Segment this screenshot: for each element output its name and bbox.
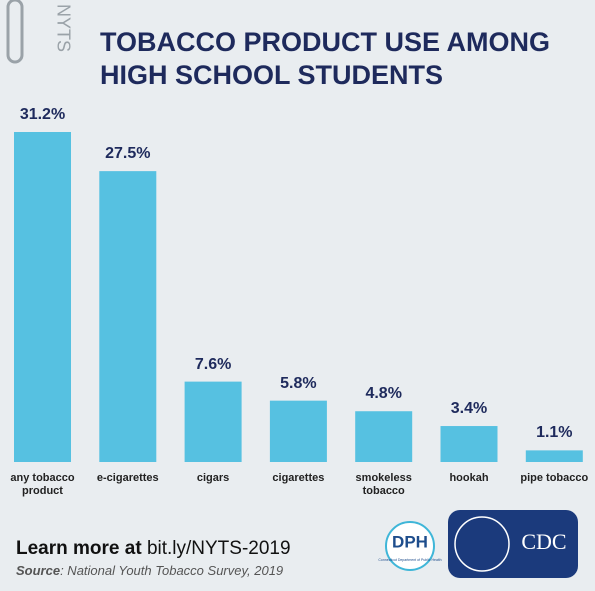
value-label: 1.1% bbox=[536, 424, 573, 442]
x-tick-label: cigars bbox=[196, 472, 230, 484]
x-tick-label: hookah bbox=[449, 472, 489, 484]
bar bbox=[355, 411, 413, 462]
value-label: 4.8% bbox=[365, 385, 402, 403]
x-tick-label: cigarettes bbox=[272, 472, 325, 484]
dph-name: Connecticut Department of Public Health bbox=[378, 558, 441, 562]
source-text: : National Youth Tobacco Survey, 2019 bbox=[60, 563, 284, 578]
source-label: Source bbox=[16, 563, 61, 578]
cdc-text: CDC bbox=[521, 529, 566, 554]
value-label: 3.4% bbox=[450, 400, 488, 418]
value-label: 27.5% bbox=[105, 145, 151, 163]
x-tick-label: smokeless tobacco bbox=[355, 472, 412, 497]
hhs-seal bbox=[454, 516, 510, 572]
clip-icon bbox=[6, 0, 24, 64]
dph-logo bbox=[385, 521, 435, 571]
nyts-logo: NYTS bbox=[53, 4, 73, 52]
learn-more: Learn more at bit.ly/NYTS-2019 bbox=[16, 538, 291, 560]
bar bbox=[269, 400, 327, 462]
bar bbox=[525, 450, 583, 462]
bar bbox=[184, 381, 242, 462]
value-label: 7.6% bbox=[194, 355, 232, 373]
cdc-logo bbox=[448, 510, 578, 578]
x-tick-label: pipe tobacco bbox=[520, 472, 589, 484]
url[interactable]: bit.ly/NYTS-2019 bbox=[146, 538, 291, 559]
x-tick-label: any tobacco product bbox=[10, 472, 75, 497]
source: Source: National Youth Tobacco Survey, 2… bbox=[16, 563, 283, 578]
bar bbox=[14, 132, 71, 462]
dph-text: DPH bbox=[392, 532, 428, 551]
bar bbox=[440, 426, 498, 462]
bar bbox=[99, 171, 157, 462]
value-label: 31.2% bbox=[19, 106, 66, 123]
learn-more-label: Learn more at bbox=[16, 538, 142, 559]
value-label: 5.8% bbox=[280, 374, 317, 392]
chart-title: TOBACCO PRODUCT USE AMONG HIGH SCHOOL ST… bbox=[100, 27, 551, 90]
x-tick-label: e-cigarettes bbox=[96, 472, 159, 484]
